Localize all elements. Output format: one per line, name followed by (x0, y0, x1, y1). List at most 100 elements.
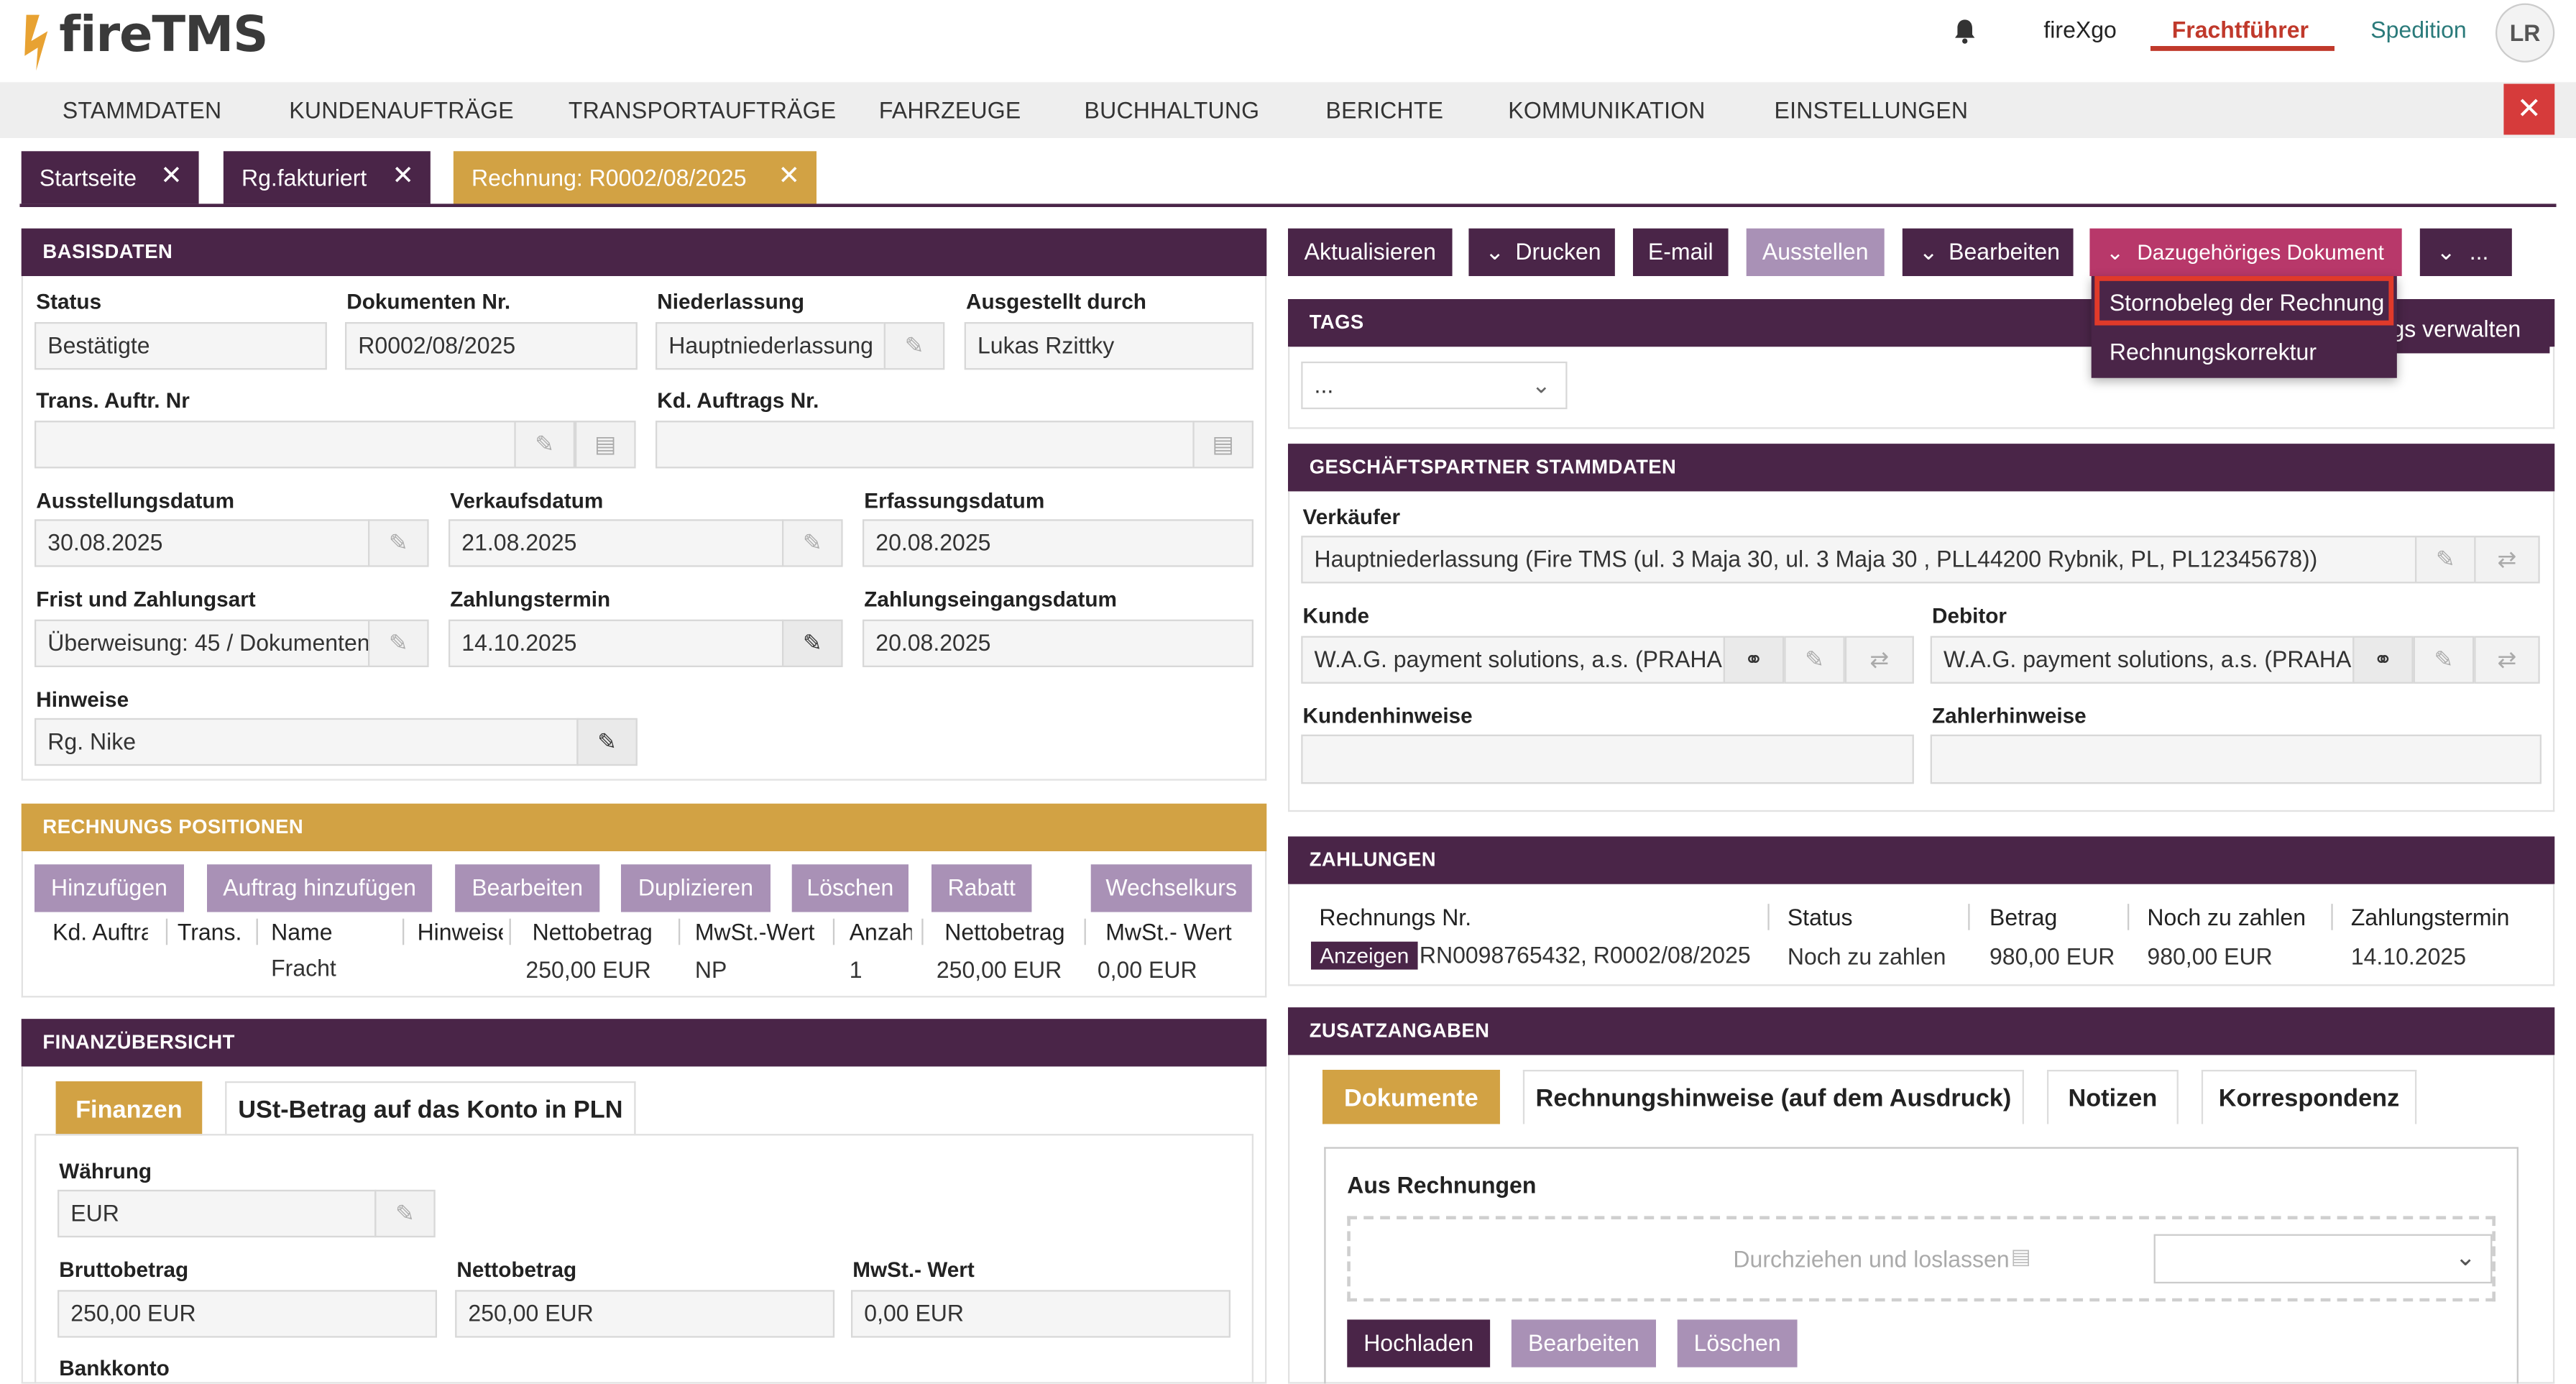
edit-verkaufsdatum-button[interactable]: ✎ (781, 519, 843, 567)
col-nettobetrag-2[interactable]: Nettobetrag (944, 918, 1065, 945)
menu-transportauftraege[interactable]: TRANSPORTAUFTRÄGE (568, 96, 837, 124)
wechselkurs-button[interactable]: Wechselkurs (1090, 864, 1252, 912)
bearbeiten-position-button[interactable]: Bearbeiten (455, 864, 600, 912)
document-type-select[interactable]: ⌄ (2153, 1234, 2493, 1284)
dropdown-item-stornobeleg[interactable]: Stornobeleg der Rechnung (2109, 289, 2385, 316)
edit-niederlassung-button[interactable]: ✎ (883, 321, 945, 370)
menu-kundenauftraege[interactable]: KUNDENAUFTRÄGE (289, 96, 514, 124)
anzeigen-button[interactable]: Anzeigen (1310, 941, 1418, 970)
tab-ust-betrag[interactable]: USt-Betrag auf das Konto in PLN (225, 1081, 636, 1136)
verkaufsdatum-field[interactable]: 21.08.2025 (448, 519, 784, 567)
tab-dokumente[interactable]: Dokumente (1322, 1069, 1500, 1124)
hinweise-field[interactable]: Rg. Nike (34, 718, 579, 766)
tags-verwalten-button[interactable]: ags verwalten (2368, 306, 2550, 354)
auftrag-hinzufuegen-button[interactable]: Auftrag hinzufügen (206, 864, 433, 912)
kundenhinweise-field[interactable] (1301, 734, 1914, 784)
kunde-field[interactable]: W.A.G. payment solutions, a.s. (PRAHA 4 (1301, 636, 1725, 684)
nav-link-firexgo[interactable]: fireXgo (2043, 16, 2117, 43)
bell-icon[interactable] (1954, 18, 1977, 45)
col-noch-zu-zahlen[interactable]: Noch zu zahlen (2147, 904, 2306, 930)
swap-debitor-button[interactable]: ⇄ (2474, 636, 2540, 684)
edit-hinweise-button[interactable]: ✎ (576, 718, 638, 766)
dazugehoeriges-dokument-button[interactable]: ⌄ Dazugehöriges Dokument (2089, 228, 2402, 276)
trans-field[interactable] (34, 421, 516, 469)
nav-link-frachtfuehrer[interactable]: Frachtführer (2171, 16, 2309, 43)
verkaeufer-field[interactable]: Hauptniederlassung (Fire TMS (ul. 3 Maja… (1301, 536, 2417, 584)
zahlungseingang-field[interactable]: 20.08.2025 (862, 619, 1254, 667)
frist-field[interactable]: Überweisung: 45 / Dokumenten (34, 619, 370, 667)
tab-rechnung-active[interactable]: Rechnung: R0002/08/2025 ✕ (453, 151, 816, 204)
aktualisieren-button[interactable]: Aktualisieren (1287, 228, 1453, 276)
user-avatar[interactable]: LR (2495, 3, 2555, 63)
document-kd-button[interactable]: ▤ (1192, 421, 1254, 469)
swap-verkaeufer-button[interactable]: ⇄ (2474, 536, 2540, 584)
link-kunde-button[interactable]: ⚭ (1723, 636, 1785, 684)
bearbeiten-dokument-button[interactable]: Bearbeiten (1511, 1319, 1656, 1367)
loeschen-position-button[interactable]: Löschen (791, 864, 908, 912)
dropdown-item-rechnungskorrektur[interactable]: Rechnungskorrektur (2109, 338, 2317, 365)
col-betrag[interactable]: Betrag (1989, 904, 2058, 930)
col-mwst-wert[interactable]: MwSt.-Wert (694, 918, 815, 945)
loeschen-dokument-button[interactable]: Löschen (1677, 1319, 1798, 1367)
edit-ausstellungsdatum-button[interactable]: ✎ (367, 519, 429, 567)
ausstellen-button[interactable]: Ausstellen (1746, 228, 1885, 276)
bearbeiten-button[interactable]: ⌄ Bearbeiten (1902, 228, 2074, 276)
ausgestellt-field[interactable]: Lukas Rzittky (964, 321, 1254, 370)
brutto-field[interactable]: 250,00 EUR (57, 1290, 437, 1338)
menu-fahrzeuge[interactable]: FAHRZEUGE (878, 96, 1021, 124)
duplizieren-button[interactable]: Duplizieren (620, 864, 770, 912)
hochladen-button[interactable]: Hochladen (1347, 1319, 1491, 1367)
nav-link-spedition[interactable]: Spedition (2370, 16, 2467, 43)
swap-kunde-button[interactable]: ⇄ (1844, 636, 1914, 684)
ausstellungsdatum-field[interactable]: 30.08.2025 (34, 519, 370, 567)
kd-field[interactable] (655, 421, 1195, 469)
document-trans-button[interactable]: ▤ (574, 421, 636, 469)
link-debitor-button[interactable]: ⚭ (2352, 636, 2414, 684)
tab-rechnungshinweise[interactable]: Rechnungshinweise (auf dem Ausdruck) (1522, 1069, 2024, 1124)
status-field[interactable]: Bestätigte (34, 321, 327, 370)
more-actions-button[interactable]: ⌄... (2419, 228, 2512, 276)
edit-trans-button[interactable]: ✎ (514, 421, 575, 469)
edit-zahlungstermin-button[interactable]: ✎ (781, 619, 843, 667)
tab-notizen[interactable]: Notizen (2046, 1069, 2179, 1124)
menu-buchhaltung[interactable]: BUCHHALTUNG (1084, 96, 1260, 124)
drucken-button[interactable]: ⌄ Drucken (1468, 228, 1615, 276)
edit-frist-button[interactable]: ✎ (367, 619, 429, 667)
netto-field[interactable]: 250,00 EUR (455, 1290, 835, 1338)
mwst-field[interactable]: 0,00 EUR (850, 1290, 1230, 1338)
menu-stammdaten[interactable]: STAMMDATEN (62, 96, 222, 124)
file-dropzone[interactable]: Durchziehen und loslassen ▤ ⌄ (1347, 1216, 2496, 1302)
niederlassung-field[interactable]: Hauptniederlassung (655, 321, 886, 370)
col-name[interactable]: Name (271, 918, 333, 945)
edit-verkaeufer-button[interactable]: ✎ (2414, 536, 2476, 584)
col-rechnungs-nr[interactable]: Rechnungs Nr. (1319, 904, 1472, 930)
edit-kunde-button[interactable]: ✎ (1784, 636, 1845, 684)
col-status[interactable]: Status (1787, 904, 1853, 930)
doknr-field[interactable]: R0002/08/2025 (344, 321, 638, 370)
tab-rg-fakturiert[interactable]: Rg.fakturiert ✕ (223, 151, 431, 204)
close-icon[interactable]: ✕ (160, 162, 183, 191)
hinzufuegen-button[interactable]: Hinzufügen (34, 864, 184, 912)
menu-einstellungen[interactable]: EINSTELLUNGEN (1774, 96, 1969, 124)
menu-kommunikation[interactable]: KOMMUNIKATION (1508, 96, 1706, 124)
zahlungstermin-field[interactable]: 14.10.2025 (448, 619, 784, 667)
tab-korrespondenz[interactable]: Korrespondenz (2201, 1069, 2417, 1124)
zahlerhinweise-field[interactable] (1930, 734, 2542, 784)
col-anzahl[interactable]: Anzahl (849, 918, 912, 945)
col-zahlungstermin[interactable]: Zahlungstermin (2350, 904, 2510, 930)
col-trans[interactable]: Trans. (177, 918, 242, 945)
tab-finanzen[interactable]: Finanzen (55, 1081, 203, 1136)
col-kd-auftrag[interactable]: Kd. Auftrag (52, 918, 148, 945)
edit-debitor-button[interactable]: ✎ (2413, 636, 2475, 684)
close-icon[interactable]: ✕ (392, 162, 414, 191)
tab-startseite[interactable]: Startseite ✕ (21, 151, 199, 204)
close-icon[interactable]: ✕ (778, 162, 801, 191)
debitor-field[interactable]: W.A.G. payment solutions, a.s. (PRAHA 4 (1930, 636, 2355, 684)
waehrung-field[interactable]: EUR (57, 1189, 377, 1238)
tags-select[interactable]: ... ⌄ (1301, 361, 1568, 410)
edit-waehrung-button[interactable]: ✎ (374, 1189, 436, 1238)
erfassungsdatum-field[interactable]: 20.08.2025 (862, 519, 1254, 567)
col-mwst-wert-2[interactable]: MwSt.- Wert (1105, 918, 1232, 945)
col-hinweise[interactable]: Hinweise (417, 918, 503, 945)
menu-berichte[interactable]: BERICHTE (1325, 96, 1444, 124)
